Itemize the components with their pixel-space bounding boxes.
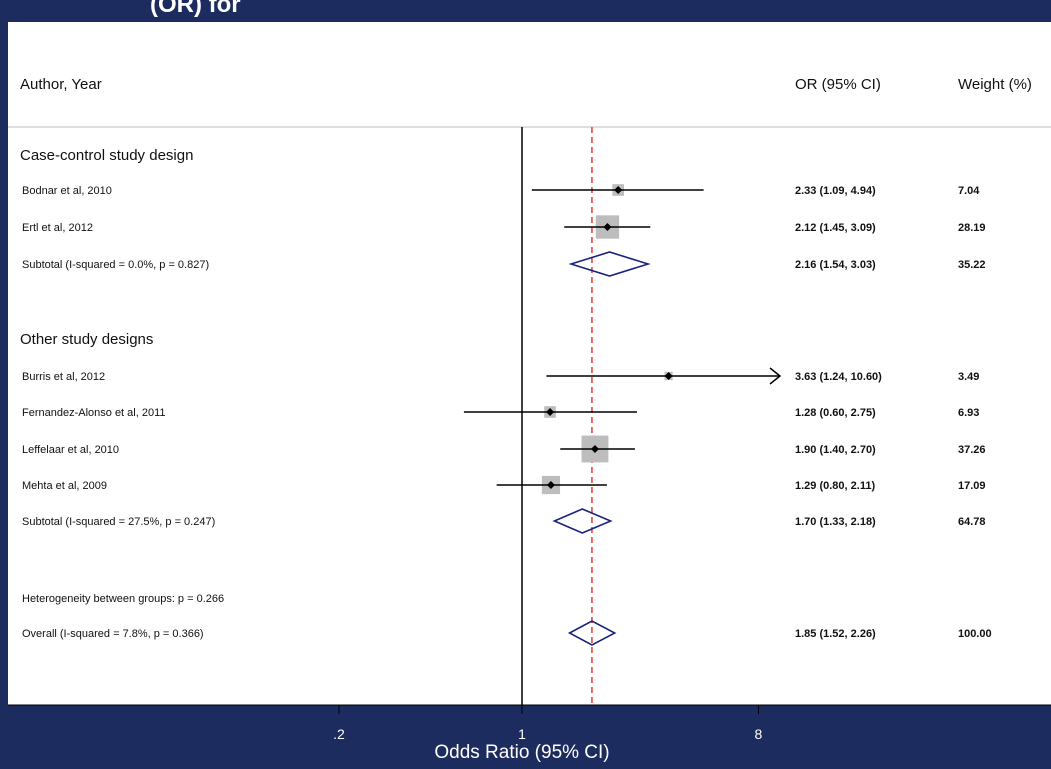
study-label: Leffelaar et al, 2010 — [22, 444, 119, 456]
column-header-or: OR (95% CI) — [795, 76, 881, 93]
weight-value: 35.22 — [958, 259, 986, 271]
x-axis-label: Odds Ratio (95% CI) — [434, 742, 609, 763]
or-ci-value: 1.90 (1.40, 2.70) — [795, 444, 876, 456]
overall-diamond — [567, 620, 617, 646]
study-label: Mehta et al, 2009 — [22, 480, 107, 492]
x-tick-label: .2 — [333, 726, 345, 742]
weight-value: 6.93 — [958, 407, 979, 419]
subtotal-diamond — [568, 251, 651, 277]
weight-value: 3.49 — [958, 371, 979, 383]
column-header-study: Author, Year — [20, 76, 102, 93]
study-label: Burris et al, 2012 — [22, 371, 105, 383]
weight-value: 17.09 — [958, 480, 986, 492]
point-estimate — [664, 372, 673, 380]
point-estimate — [614, 186, 623, 194]
weight-value: 28.19 — [958, 222, 986, 234]
subtotal-label: Subtotal (I-squared = 0.0%, p = 0.827) — [22, 259, 209, 271]
subtotal-diamond — [552, 508, 613, 534]
weight-value: 64.78 — [958, 516, 986, 528]
weight-value: 100.00 — [958, 628, 992, 640]
heterogeneity-note: Heterogeneity between groups: p = 0.266 — [22, 593, 224, 605]
study-label: Fernandez-Alonso et al, 2011 — [22, 407, 166, 419]
or-ci-value: 1.28 (0.60, 2.75) — [795, 407, 876, 419]
study-label: Bodnar et al, 2010 — [22, 185, 112, 197]
or-ci-value: 2.12 (1.45, 3.09) — [795, 222, 876, 234]
or-ci-value: 2.33 (1.09, 4.94) — [795, 185, 876, 197]
point-estimate — [546, 481, 555, 489]
point-estimate — [603, 223, 612, 231]
or-ci-value: 1.85 (1.52, 2.26) — [795, 628, 876, 640]
study-label: Ertl et al, 2012 — [22, 222, 93, 234]
or-ci-value: 2.16 (1.54, 3.03) — [795, 259, 876, 271]
or-ci-value: 1.70 (1.33, 2.18) — [795, 516, 876, 528]
column-header-weight: Weight (%) — [958, 76, 1032, 93]
x-axis: .2 1 8 — [333, 705, 763, 742]
or-ci-value: 3.63 (1.24, 10.60) — [795, 371, 882, 383]
weight-value: 37.26 — [958, 444, 986, 456]
or-ci-value: 1.29 (0.80, 2.11) — [795, 480, 875, 492]
plot-panel — [8, 22, 1051, 705]
chart-title: (OR) for — [150, 0, 241, 18]
subtotal-label: Subtotal (I-squared = 27.5%, p = 0.247) — [22, 516, 215, 528]
weight-value: 7.04 — [958, 185, 980, 197]
chart-marks — [463, 127, 782, 705]
row-labels: Case-control study design Bodnar et al, 2… — [20, 147, 992, 640]
x-tick-label: 8 — [755, 726, 763, 742]
point-estimate — [546, 408, 555, 416]
ci-arrowhead — [769, 367, 782, 385]
point-estimate — [590, 445, 599, 453]
x-tick-label: 1 — [518, 726, 526, 742]
overall-label: Overall (I-squared = 7.8%, p = 0.366) — [22, 628, 204, 640]
group-heading: Other study designs — [20, 331, 153, 348]
group-heading: Case-control study design — [20, 147, 193, 164]
